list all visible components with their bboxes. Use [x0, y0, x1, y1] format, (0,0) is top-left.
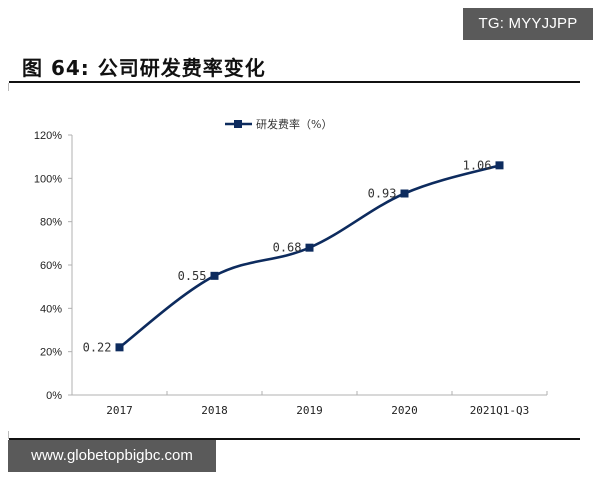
y-tick-label: 100%	[34, 173, 62, 185]
data-point-marker	[115, 343, 124, 352]
figure-title: 图 64: 公司研发费率变化	[22, 56, 266, 80]
x-tick-label: 2017	[106, 404, 133, 417]
data-label: 0.68	[273, 241, 302, 255]
data-point-marker	[495, 161, 504, 170]
x-tick-label: 2021Q1-Q3	[470, 404, 530, 417]
y-tick-label: 0%	[46, 390, 62, 402]
top-divider	[9, 81, 580, 83]
watermark-badge-tg: TG: MYYJJPP	[463, 8, 593, 40]
frame-corner-top	[8, 83, 9, 91]
legend: 研发费率（%）	[225, 117, 332, 131]
data-label: 1.06	[463, 158, 492, 172]
data-point-marker	[305, 243, 314, 252]
y-tick-label: 60%	[40, 260, 62, 272]
legend-label: 研发费率（%）	[256, 117, 332, 131]
bottom-divider	[9, 438, 580, 440]
y-tick-label: 80%	[40, 217, 62, 229]
y-tick-label: 40%	[40, 303, 62, 315]
x-tick-label: 2020	[391, 404, 418, 417]
y-tick-label: 20%	[40, 347, 62, 359]
y-axis: 0% 20% 40% 60% 80% 100% 120%	[34, 130, 73, 402]
legend-marker-icon	[234, 120, 242, 128]
frame-corner-bottom	[8, 431, 9, 439]
x-tick-label: 2018	[201, 404, 228, 417]
watermark-badge-site: www.globetopbigbc.com	[8, 440, 216, 472]
x-axis: 2017 2018 2019 2020 2021Q1-Q3	[71, 391, 548, 417]
data-label: 0.22	[83, 340, 112, 354]
y-tick-label: 120%	[34, 130, 62, 142]
data-label: 0.93	[368, 187, 397, 201]
x-tick-label: 2019	[296, 404, 323, 417]
data-point-marker	[210, 271, 219, 280]
data-point-marker	[400, 189, 409, 198]
data-label: 0.55	[178, 269, 207, 283]
series-rd-expense-ratio: 0.22 0.55 0.68 0.93 1.06	[83, 158, 504, 354]
